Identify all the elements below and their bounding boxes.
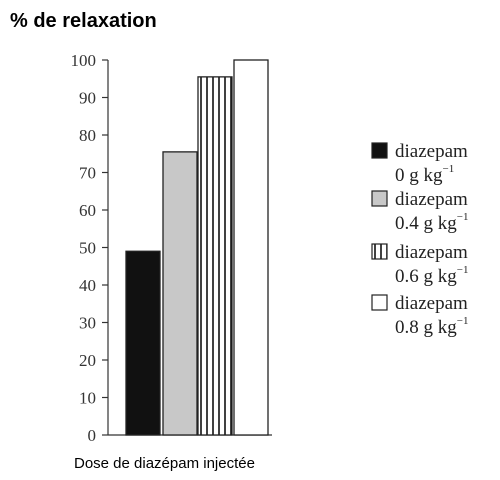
x-axis-title: Dose de diazépam injectée (74, 455, 255, 472)
legend-swatch-1 (371, 142, 388, 159)
bar-3 (197, 76, 233, 436)
legend-drug-2: diazepam (395, 189, 468, 210)
y-tick-label-50: 50 (79, 239, 96, 258)
legend-drug-1: diazepam (395, 141, 468, 162)
y-tick-label-100: 100 (71, 51, 97, 70)
legend-swatch-3 (371, 243, 388, 260)
bar-1 (125, 250, 161, 436)
y-tick-label-0: 0 (88, 426, 97, 445)
bar-2 (162, 151, 198, 436)
legend-drug-4: diazepam (395, 293, 468, 314)
y-tick-label-80: 80 (79, 126, 96, 145)
y-tick-label-40: 40 (79, 276, 96, 295)
y-tick-label-90: 90 (79, 89, 96, 108)
legend-exponent-4: −1 (457, 315, 469, 327)
legend-dose-3: 0.6 g kg−1 (395, 264, 468, 287)
bar-4 (233, 59, 269, 436)
y-tick-label-70: 70 (79, 164, 96, 183)
legend-dose-4: 0.8 g kg−1 (395, 315, 468, 338)
legend-exponent-3: −1 (457, 264, 469, 276)
legend-swatch-4 (371, 294, 388, 311)
y-tick-label-60: 60 (79, 201, 96, 220)
y-tick-label-10: 10 (79, 389, 96, 408)
legend-swatch-2 (371, 190, 388, 207)
legend-dose-2: 0.4 g kg−1 (395, 211, 468, 234)
y-axis-title: % de relaxation (10, 10, 157, 32)
legend-dose-1: 0 g kg−1 (395, 163, 454, 186)
legend-drug-3: diazepam (395, 242, 468, 263)
y-tick-label-20: 20 (79, 351, 96, 370)
bars (125, 59, 269, 436)
legend-exponent-1: −1 (443, 163, 455, 175)
legend-exponent-2: −1 (457, 211, 469, 223)
y-tick-label-30: 30 (79, 314, 96, 333)
